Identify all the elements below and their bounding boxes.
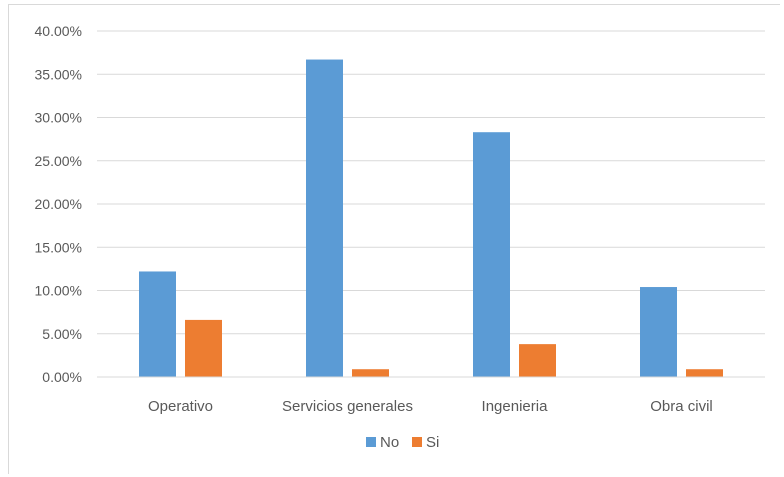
bars	[139, 59, 723, 378]
legend-swatch	[412, 437, 422, 447]
bar-no-1	[306, 59, 343, 378]
gridlines	[97, 30, 765, 335]
bar-si-1	[352, 369, 389, 377]
y-tick-label: 15.00%	[35, 239, 82, 255]
y-tick-label: 40.00%	[35, 23, 82, 39]
x-category-label: Servicios generales	[282, 398, 413, 415]
y-axis-tick-labels: 0.00% 5.00% 10.00% 15.00% 20.00% 25.00% 30.00%…	[35, 23, 82, 385]
legend: No Si	[366, 434, 439, 451]
y-tick-label: 30.00%	[35, 110, 82, 126]
bar-si-3	[686, 369, 723, 377]
legend-label: Si	[426, 434, 439, 451]
y-tick-label: 35.00%	[35, 66, 82, 82]
bar-no-2	[473, 132, 510, 377]
legend-label: No	[380, 434, 399, 451]
bar-si-2	[519, 344, 556, 377]
x-category-label: Ingenieria	[482, 398, 549, 415]
bar-no-3	[640, 287, 677, 377]
x-category-label: Operativo	[148, 398, 213, 415]
legend-swatch	[366, 437, 376, 447]
y-tick-label: 25.00%	[35, 153, 82, 169]
x-category-label: Obra civil	[650, 398, 713, 415]
chart-frame	[8, 4, 780, 474]
x-axis-category-labels: Operativo Servicios generales Ingenieria Ob…	[148, 398, 713, 415]
y-tick-label: 20.00%	[35, 196, 82, 212]
y-tick-label: 0.00%	[42, 369, 82, 385]
y-tick-label: 10.00%	[35, 283, 82, 299]
y-tick-label: 5.00%	[42, 326, 82, 342]
bar-no-0	[139, 271, 176, 377]
bar-si-0	[185, 319, 222, 377]
